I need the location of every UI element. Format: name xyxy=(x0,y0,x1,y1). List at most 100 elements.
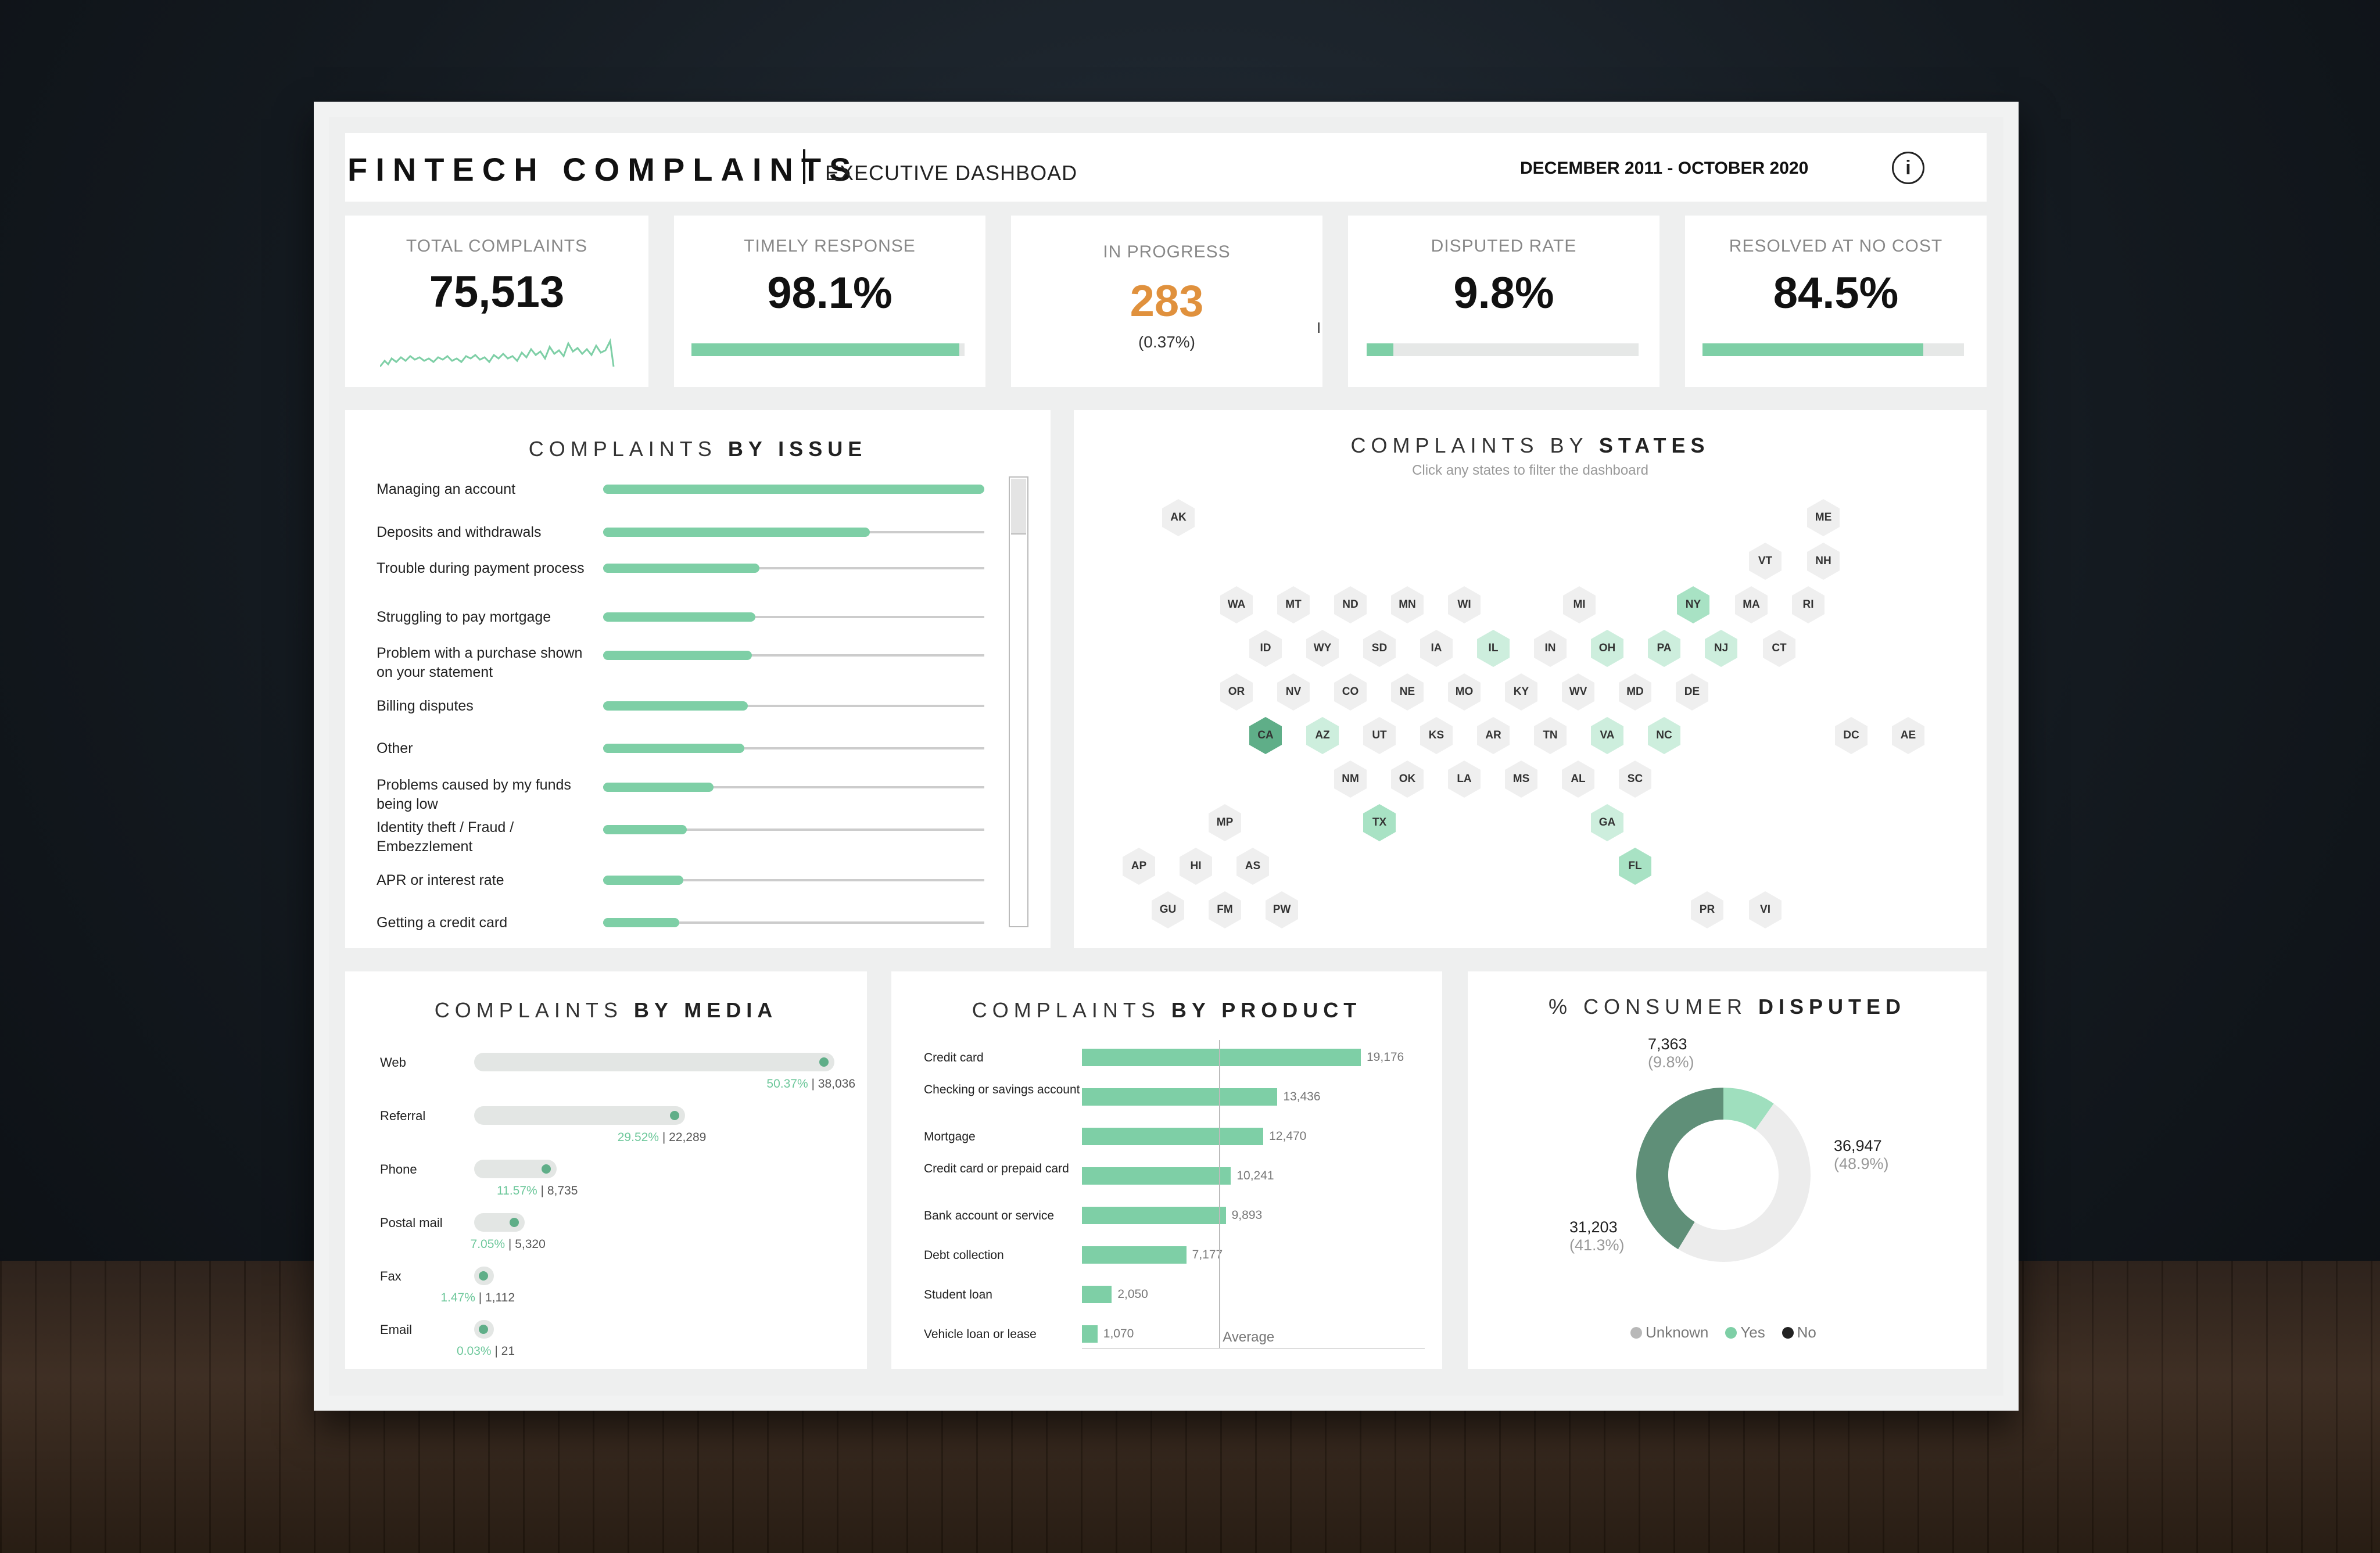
state-hex-mp[interactable]: MP xyxy=(1209,804,1241,841)
issue-bar-track xyxy=(603,921,984,924)
state-hex-il[interactable]: IL xyxy=(1477,630,1510,667)
scrollbar-thumb[interactable] xyxy=(1011,479,1026,535)
product-bar[interactable] xyxy=(1082,1325,1098,1343)
kpi-label: RESOLVED AT NO COST xyxy=(1729,236,1943,256)
product-value: 7,177 xyxy=(1192,1248,1223,1261)
issue-row[interactable]: Managing an account xyxy=(377,478,1004,512)
product-bar[interactable] xyxy=(1082,1286,1112,1303)
state-hex-wy[interactable]: WY xyxy=(1306,630,1339,667)
issue-row[interactable]: Getting a credit card xyxy=(377,911,1004,946)
media-bar[interactable] xyxy=(474,1053,834,1071)
state-hex-wv[interactable]: WV xyxy=(1562,673,1594,711)
issue-row[interactable]: Billing disputes xyxy=(377,694,1004,729)
state-hex-mt[interactable]: MT xyxy=(1277,586,1310,623)
issue-row[interactable]: Problem with a purchase shown on your st… xyxy=(377,644,1004,680)
state-hex-or[interactable]: OR xyxy=(1220,673,1253,711)
state-hex-me[interactable]: ME xyxy=(1807,499,1840,536)
state-hex-hi[interactable]: HI xyxy=(1180,848,1212,885)
state-hex-pw[interactable]: PW xyxy=(1266,891,1298,928)
state-hex-nh[interactable]: NH xyxy=(1807,543,1840,580)
state-hex-vi[interactable]: VI xyxy=(1749,891,1782,928)
state-hex-mn[interactable]: MN xyxy=(1391,586,1424,623)
state-hex-nd[interactable]: ND xyxy=(1334,586,1367,623)
legend-yes[interactable]: Yes xyxy=(1725,1324,1765,1341)
legend-unknown[interactable]: Unknown xyxy=(1630,1324,1708,1341)
state-hex-tx[interactable]: TX xyxy=(1363,804,1396,841)
state-hex-ms[interactable]: MS xyxy=(1505,761,1537,798)
scrollbar[interactable] xyxy=(1009,476,1028,927)
product-bar[interactable] xyxy=(1082,1049,1361,1066)
legend-no[interactable]: No xyxy=(1782,1324,1816,1341)
product-bar[interactable] xyxy=(1082,1128,1264,1145)
state-hex-ak[interactable]: AK xyxy=(1162,499,1195,536)
state-hex-ky[interactable]: KY xyxy=(1505,673,1537,711)
panel-hint: Click any states to filter the dashboard xyxy=(1412,462,1648,478)
state-hex-de[interactable]: DE xyxy=(1676,673,1708,711)
product-bar[interactable] xyxy=(1082,1207,1226,1224)
state-hex-gu[interactable]: GU xyxy=(1152,891,1184,928)
state-hex-ma[interactable]: MA xyxy=(1735,586,1768,623)
state-hex-dc[interactable]: DC xyxy=(1835,717,1868,754)
state-hex-as[interactable]: AS xyxy=(1236,848,1269,885)
state-hex-al[interactable]: AL xyxy=(1562,761,1594,798)
product-bar[interactable] xyxy=(1082,1088,1278,1106)
state-hex-fl[interactable]: FL xyxy=(1619,848,1651,885)
issue-row[interactable]: APR or interest rate xyxy=(377,869,1004,903)
state-hex-ae[interactable]: AE xyxy=(1892,717,1924,754)
state-hex-in[interactable]: IN xyxy=(1534,630,1567,667)
state-hex-la[interactable]: LA xyxy=(1448,761,1481,798)
state-hex-ri[interactable]: RI xyxy=(1792,586,1825,623)
state-hex-ar[interactable]: AR xyxy=(1477,717,1510,754)
legend-dot xyxy=(1630,1327,1642,1339)
state-hex-ca[interactable]: CA xyxy=(1249,717,1282,754)
state-hex-vt[interactable]: VT xyxy=(1749,543,1782,580)
state-hex-ut[interactable]: UT xyxy=(1363,717,1396,754)
donut-slice-yes[interactable] xyxy=(1723,1088,1774,1130)
state-hex-va[interactable]: VA xyxy=(1591,717,1623,754)
state-hex-az[interactable]: AZ xyxy=(1306,717,1339,754)
state-hex-ok[interactable]: OK xyxy=(1391,761,1424,798)
kpi-in-progress: IN PROGRESS 283 (0.37%) xyxy=(1011,216,1322,387)
media-bar[interactable] xyxy=(474,1106,686,1125)
state-hex-id[interactable]: ID xyxy=(1249,630,1282,667)
state-hex-oh[interactable]: OH xyxy=(1591,630,1623,667)
state-hex-md[interactable]: MD xyxy=(1619,673,1651,711)
state-hex-co[interactable]: CO xyxy=(1334,673,1367,711)
issue-row[interactable]: Struggling to pay mortgage xyxy=(377,605,1004,640)
state-hex-tn[interactable]: TN xyxy=(1534,717,1567,754)
product-bar[interactable] xyxy=(1082,1167,1231,1185)
state-hex-ny[interactable]: NY xyxy=(1677,586,1709,623)
state-hex-ne[interactable]: NE xyxy=(1391,673,1424,711)
state-hex-sc[interactable]: SC xyxy=(1619,761,1651,798)
legend-label: No xyxy=(1797,1324,1816,1341)
issue-row[interactable]: Trouble during payment process xyxy=(377,557,1004,591)
state-hex-nv[interactable]: NV xyxy=(1277,673,1310,711)
state-hex-ia[interactable]: IA xyxy=(1420,630,1453,667)
state-hex-nc[interactable]: NC xyxy=(1648,717,1680,754)
no-label: 31,203 (41.3%) xyxy=(1569,1218,1625,1254)
media-bar-dot xyxy=(542,1164,551,1174)
kpi-value: 283 xyxy=(1130,277,1204,326)
state-hex-fm[interactable]: FM xyxy=(1209,891,1241,928)
donut-slice-unknown[interactable] xyxy=(1678,1103,1811,1262)
donut-slice-no[interactable] xyxy=(1636,1088,1723,1250)
state-hex-ct[interactable]: CT xyxy=(1763,630,1795,667)
info-button[interactable]: i xyxy=(1892,152,1924,184)
product-bar[interactable] xyxy=(1082,1246,1187,1264)
issue-row[interactable]: Problems caused by my funds being low xyxy=(377,776,1004,812)
state-hex-nm[interactable]: NM xyxy=(1334,761,1367,798)
issue-row[interactable]: Other xyxy=(377,737,1004,772)
issue-row[interactable]: Identity theft / Fraud / Embezzlement xyxy=(377,818,1004,855)
state-hex-mo[interactable]: MO xyxy=(1448,673,1481,711)
state-hex-ks[interactable]: KS xyxy=(1420,717,1453,754)
state-hex-sd[interactable]: SD xyxy=(1363,630,1396,667)
state-hex-ap[interactable]: AP xyxy=(1123,848,1155,885)
state-hex-ga[interactable]: GA xyxy=(1591,804,1623,841)
state-hex-wa[interactable]: WA xyxy=(1220,586,1253,623)
state-hex-nj[interactable]: NJ xyxy=(1705,630,1737,667)
state-hex-wi[interactable]: WI xyxy=(1448,586,1481,623)
state-hex-mi[interactable]: MI xyxy=(1563,586,1596,623)
state-hex-pr[interactable]: PR xyxy=(1691,891,1723,928)
state-hex-pa[interactable]: PA xyxy=(1648,630,1680,667)
issue-row[interactable]: Deposits and withdrawals xyxy=(377,521,1004,555)
